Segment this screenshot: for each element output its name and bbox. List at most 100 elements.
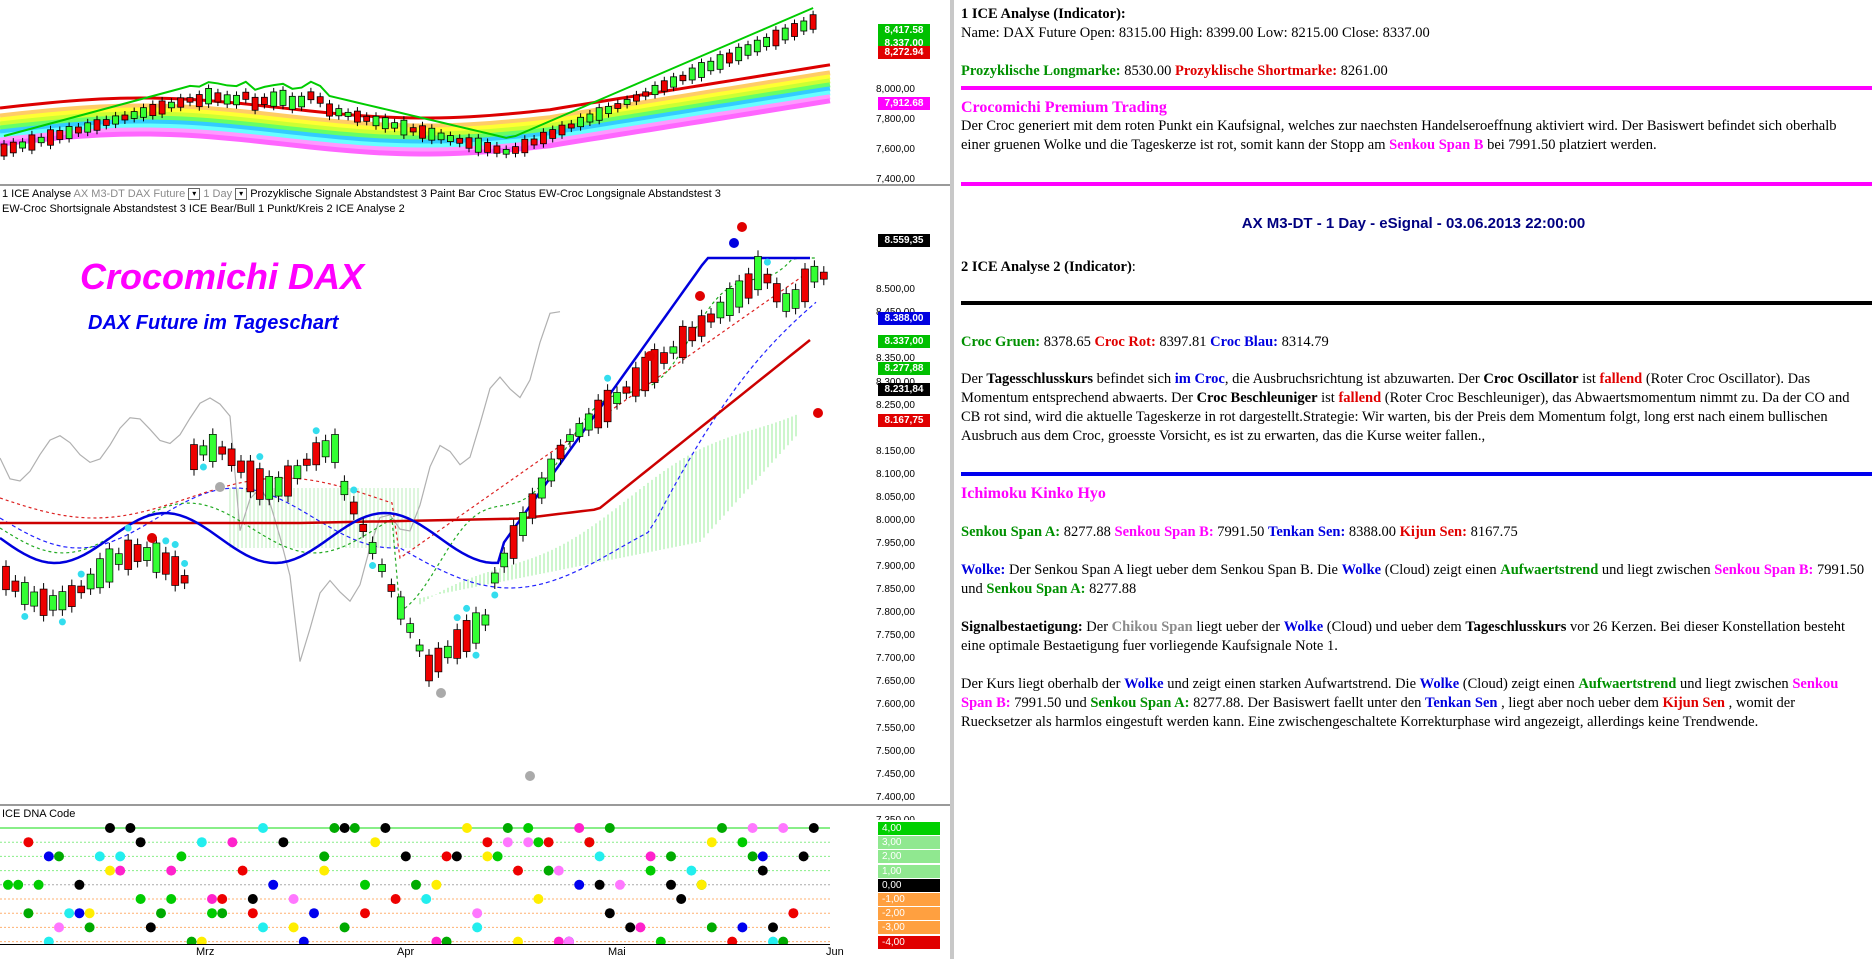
envelope-line xyxy=(3,7,814,139)
dna-dot xyxy=(319,851,330,862)
dna-dot xyxy=(798,851,809,862)
text-run: (Cloud) zeigt einen xyxy=(1459,676,1579,692)
text-run: Der Kurs liegt oberhalb der xyxy=(961,676,1125,692)
text-run: , die Ausbruchsrichtung ist abzuwarten. … xyxy=(1224,371,1484,387)
ichimoku-values: Senkou Span A: 8277.88 Senkou Span B: 79… xyxy=(961,523,1866,542)
dna-dot xyxy=(125,823,136,833)
candle-body xyxy=(584,413,593,431)
candle-body xyxy=(372,115,380,127)
axis-tick-label: 8.100,00 xyxy=(876,468,915,480)
candle-body xyxy=(791,23,798,37)
signal-dot xyxy=(256,453,264,461)
dna-dot xyxy=(3,879,13,890)
candle-body xyxy=(791,289,800,309)
dna-dot xyxy=(360,879,370,890)
candle-body xyxy=(613,392,621,404)
candle-body xyxy=(642,91,650,97)
candle-body xyxy=(490,572,499,584)
signal-dot xyxy=(453,614,461,622)
axis-tick-label: 7.750,00 xyxy=(876,630,915,642)
dna-dot xyxy=(288,922,299,933)
ichimoku-section: Ichimoku Kinko Hyo xyxy=(961,484,1866,503)
dna-dot xyxy=(64,908,75,919)
candle-body xyxy=(575,423,584,437)
candle-body xyxy=(679,74,687,82)
dna-dot xyxy=(462,823,472,833)
dna-dot xyxy=(421,894,432,904)
dna-dot xyxy=(207,894,217,904)
main-price-pane[interactable] xyxy=(0,218,950,803)
candle-body xyxy=(214,92,222,103)
candle-body xyxy=(540,131,547,145)
kurs-paragraph: Der Kurs liegt oberhalb der Wolke und ze… xyxy=(961,675,1866,732)
dna-dot xyxy=(686,865,697,876)
candle-body xyxy=(716,54,724,70)
dna-dot xyxy=(349,823,360,833)
dna-dot xyxy=(329,823,340,833)
candle-body xyxy=(37,136,45,144)
dna-axis-label: -3,00 xyxy=(878,921,940,935)
candle-body xyxy=(594,399,603,429)
dna-dot xyxy=(564,936,574,944)
candle-body xyxy=(530,138,538,146)
candle-body xyxy=(519,512,527,536)
dna-dot xyxy=(23,837,34,848)
candle-body xyxy=(465,137,473,149)
dna-axis-label: 2,00 xyxy=(878,850,940,864)
axis-tick-label: 7.950,00 xyxy=(876,537,915,549)
text-run: Wolke xyxy=(1124,676,1164,692)
candle-body xyxy=(549,129,557,139)
dna-dot xyxy=(645,865,656,876)
candle-body xyxy=(180,575,189,584)
ribbon-line xyxy=(0,70,831,129)
divider-blue xyxy=(961,472,1872,476)
text-run: Croc Beschleuniger xyxy=(1196,390,1318,406)
section-title: 1 ICE Analyse (Indicator) xyxy=(961,6,1121,22)
chart-window[interactable]: 8,000,00 7,800,00 7,600,00 7,400,00 8,417.58… xyxy=(0,0,950,959)
candle-body xyxy=(331,434,339,463)
text-run: befindet sich xyxy=(1093,371,1175,387)
candle-body xyxy=(378,564,386,572)
candle-body xyxy=(735,46,743,62)
candle-body xyxy=(567,123,575,129)
text-run: Wolke: xyxy=(961,562,1006,578)
dna-dot xyxy=(594,879,605,890)
dna-dot xyxy=(74,879,85,890)
legend-dropdown-icon[interactable]: ▾ xyxy=(188,188,201,201)
text-run: Chikou Span xyxy=(1111,619,1193,635)
dna-dot xyxy=(778,823,789,833)
candle-body xyxy=(96,558,104,589)
pane-separator[interactable] xyxy=(0,804,950,806)
candle-body xyxy=(577,116,584,128)
candle-body xyxy=(716,301,725,319)
dna-dot xyxy=(13,879,24,890)
window-splitter[interactable] xyxy=(950,0,954,959)
pane-separator[interactable] xyxy=(0,184,950,186)
dna-dot xyxy=(431,936,442,944)
text-run: Kijun Sen xyxy=(1662,695,1725,711)
dna-code-pane[interactable] xyxy=(0,820,950,944)
legend-dropdown-icon[interactable]: ▾ xyxy=(235,188,248,201)
dna-dot xyxy=(594,851,605,862)
candle-body xyxy=(9,141,17,154)
candle-body xyxy=(472,612,480,644)
candle-body xyxy=(406,623,415,633)
candle-body xyxy=(387,584,396,592)
candle-body xyxy=(368,542,377,554)
candle-body xyxy=(255,468,264,500)
candle-body xyxy=(56,130,64,140)
candle-body xyxy=(237,460,245,473)
candle-body xyxy=(112,115,119,125)
top-price-chart xyxy=(0,7,831,161)
dna-dot xyxy=(370,837,381,848)
dna-dot xyxy=(472,922,483,933)
top-price-pane[interactable] xyxy=(0,0,950,183)
divider-magenta xyxy=(961,182,1872,186)
x-label-jun: Jun xyxy=(826,946,844,958)
axis-tick-label: 7.450,00 xyxy=(876,768,915,780)
text-run: Aufwaertstrend xyxy=(1578,676,1677,692)
candle-body xyxy=(205,88,213,105)
dna-dot xyxy=(584,837,595,848)
legend-item: Prozyklische Signale Abstandstest 3 xyxy=(250,188,430,200)
dna-dot xyxy=(727,936,738,944)
